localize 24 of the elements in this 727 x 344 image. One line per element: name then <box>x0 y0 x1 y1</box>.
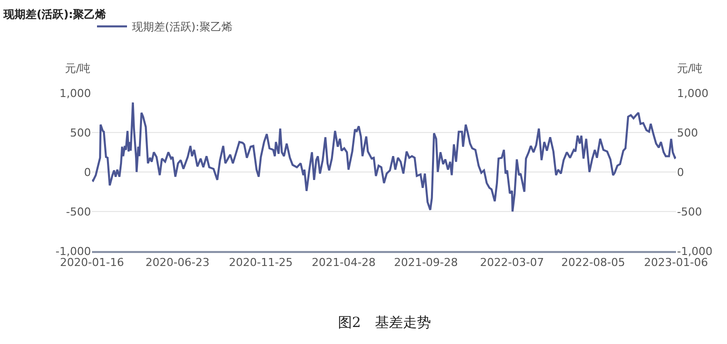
caption: 图2 基差走势 <box>338 315 431 331</box>
y-tick-label: -1,000 <box>56 244 91 258</box>
x-tick-label: 2021-04-28 <box>312 256 376 270</box>
x-tick-label: 2020-11-25 <box>228 256 293 270</box>
x-tick-label: 2023-01-06 <box>644 256 708 270</box>
y2-tick-label: 500 <box>677 126 698 140</box>
x-tick-label: 2022-08-05 <box>561 256 626 270</box>
y2-tick-label: 1,000 <box>677 86 708 100</box>
chart-title: 现期差(活跃):聚乙烯 <box>2 8 106 22</box>
y2-tick-label: -1,000 <box>677 244 712 258</box>
line-series <box>92 101 676 212</box>
y-tick-label: -500 <box>66 205 91 218</box>
y-tick-label: 1,000 <box>60 86 91 100</box>
y-tick-label: 500 <box>70 126 91 140</box>
x-tick-label: 2021-09-28 <box>394 256 458 270</box>
x-tick-label: 2020-06-23 <box>146 256 210 270</box>
y2-tick-label: -500 <box>677 205 702 218</box>
y-axis-title: 元/吨 <box>65 62 91 75</box>
x-tick-label: 2022-03-07 <box>480 256 544 270</box>
y2-axis-title: 元/吨 <box>677 62 703 75</box>
x-tick-label: 2020-01-16 <box>60 256 124 270</box>
y2-tick-label: 0 <box>677 166 684 179</box>
y-tick-label: 0 <box>84 166 91 179</box>
legend-label: 现期差(活跃):聚乙烯 <box>132 20 232 34</box>
